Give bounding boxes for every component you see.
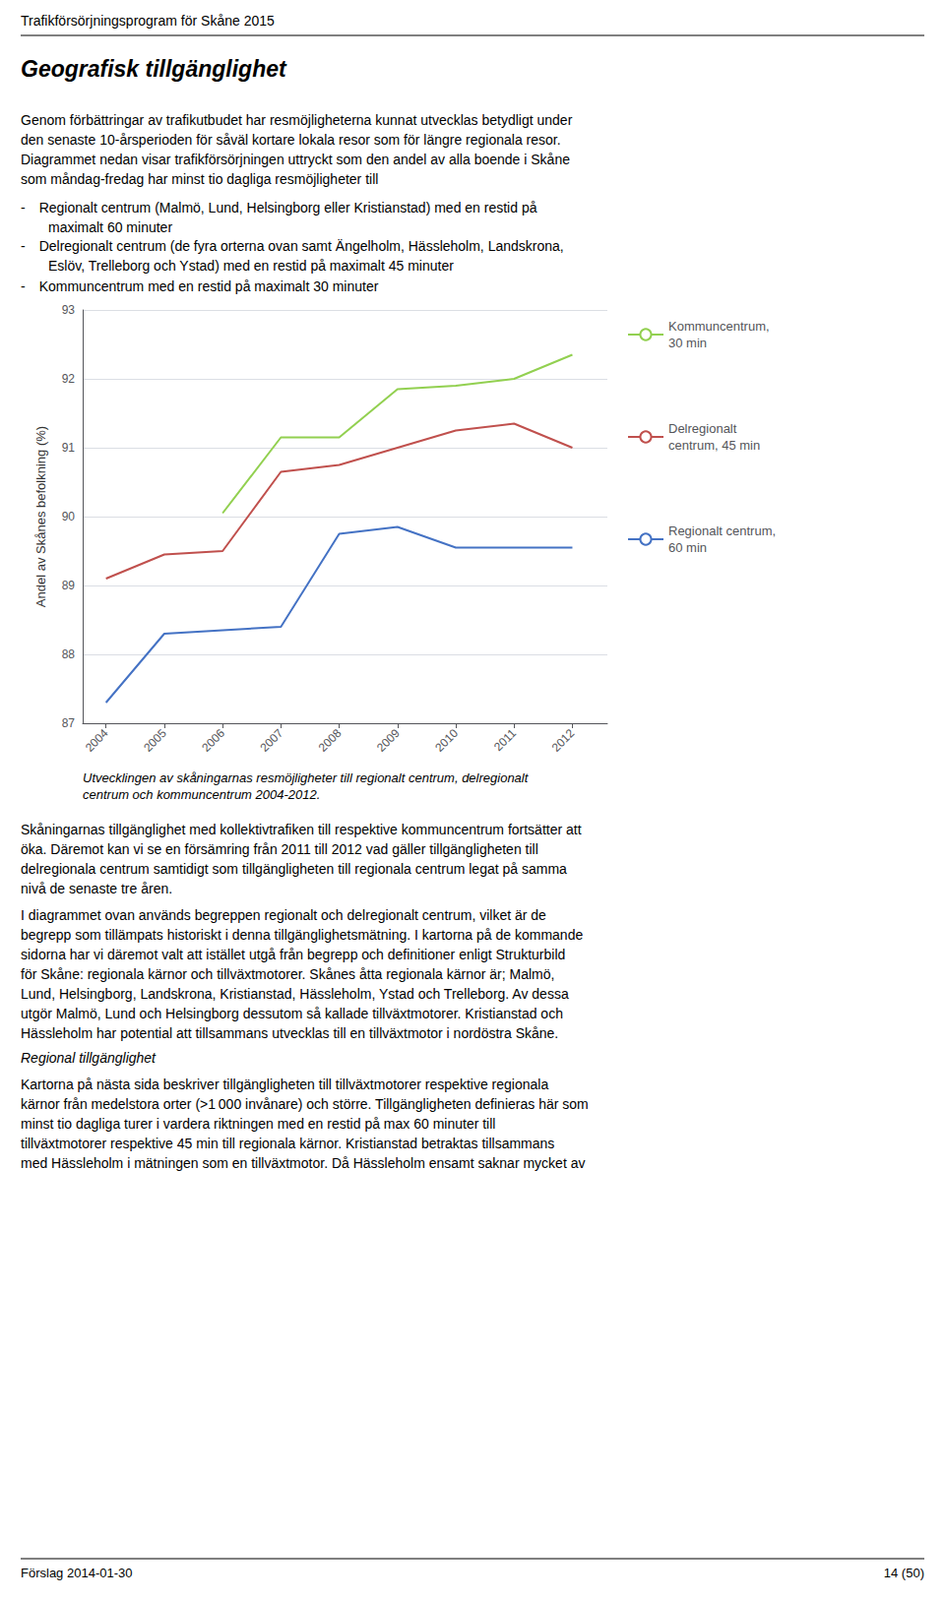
svg-text:93: 93 <box>62 303 76 317</box>
svg-text:centrum, 45 min: centrum, 45 min <box>668 438 760 453</box>
svg-text:Regional tillgänglighet: Regional tillgänglighet <box>20 1050 157 1067</box>
svg-text:Geografisk tillgänglighet: Geografisk tillgänglighet <box>20 56 288 82</box>
svg-text:Utvecklingen av skåningarnas r: Utvecklingen av skåningarnas resmöjlighe… <box>82 770 530 786</box>
svg-text:- Regionalt centrum (Malmö, Lu: - Regionalt centrum (Malmö, Lund, Helsin… <box>20 199 538 216</box>
svg-text:2005: 2005 <box>140 726 170 756</box>
svg-text:- Delregionalt centrum (de fyr: - Delregionalt centrum (de fyra orterna … <box>20 238 565 254</box>
svg-text:tillväxtmotorer respektive 45: tillväxtmotorer respektive 45 min till r… <box>20 1135 555 1152</box>
svg-text:med Hässleholm i mätningen som: med Hässleholm i mätningen som en tillvä… <box>20 1155 585 1172</box>
svg-text:Eslöv, Trelleborg och Ystad) m: Eslöv, Trelleborg och Ystad) med en rest… <box>20 257 454 274</box>
svg-text:för Skåne: regionala kärnor oc: för Skåne: regionala kärnor och tillväxt… <box>20 966 555 983</box>
svg-text:sidorna har vi däremot valt at: sidorna har vi däremot valt att istället… <box>20 946 566 963</box>
svg-text:begrepp som tillämpats histori: begrepp som tillämpats historiskt i denn… <box>20 927 583 944</box>
svg-text:Trafikförsörjningsprogram för: Trafikförsörjningsprogram för Skåne 2015 <box>20 12 275 29</box>
svg-text:den senaste 10-årsperioden för: den senaste 10-årsperioden för såväl kor… <box>20 131 562 148</box>
svg-text:utgör Malmö, Lund och Helsingb: utgör Malmö, Lund och Helsingborg dessut… <box>20 1006 564 1022</box>
svg-text:2009: 2009 <box>374 726 403 756</box>
svg-text:2010: 2010 <box>432 726 461 756</box>
svg-text:Kommuncentrum,: Kommuncentrum, <box>668 318 770 334</box>
svg-text:kärnor från medelstora orter (: kärnor från medelstora orter (>1 000 inv… <box>20 1096 589 1113</box>
svg-text:minst tio dagliga turer i vard: minst tio dagliga turer i vardera riktni… <box>20 1116 496 1133</box>
svg-text:90: 90 <box>62 509 76 524</box>
svg-text:öka. Däremot kan vi se en förs: öka. Däremot kan vi se en försämring frå… <box>20 841 539 858</box>
svg-text:delregionala centrum samtidigt: delregionala centrum samtidigt som tillg… <box>20 861 567 878</box>
svg-text:maximalt 60 minuter: maximalt 60 minuter <box>20 219 173 236</box>
svg-text:88: 88 <box>62 647 76 662</box>
svg-text:som måndag-fredag har minst ti: som måndag-fredag har minst tio dagliga … <box>20 171 378 188</box>
svg-text:Andel av Skånes befolkning (%): Andel av Skånes befolkning (%) <box>33 426 49 608</box>
svg-text:Lund, Helsingborg, Landskrona,: Lund, Helsingborg, Landskrona, Kristians… <box>20 986 569 1003</box>
svg-text:nivå de senaste tre åren.: nivå de senaste tre åren. <box>20 881 173 897</box>
svg-text:centrum och kommuncentrum 2004: centrum och kommuncentrum 2004-2012. <box>82 787 320 803</box>
svg-text:Skåningarnas tillgänglighet me: Skåningarnas tillgänglighet med kollekti… <box>20 821 582 838</box>
svg-text:30 min: 30 min <box>668 335 707 351</box>
svg-text:I diagrammet ovan används begr: I diagrammet ovan används begreppen regi… <box>20 907 547 924</box>
svg-text:2011: 2011 <box>491 726 519 755</box>
svg-text:2012: 2012 <box>549 726 578 756</box>
svg-text:2004: 2004 <box>82 726 112 756</box>
svg-text:89: 89 <box>62 578 76 593</box>
svg-text:14 (50): 14 (50) <box>883 1566 925 1581</box>
svg-text:Regionalt centrum,: Regionalt centrum, <box>668 523 776 539</box>
svg-text:Delregionalt: Delregionalt <box>668 421 738 437</box>
svg-text:87: 87 <box>62 716 76 731</box>
svg-text:92: 92 <box>62 372 76 386</box>
svg-text:Genom förbättringar av trafiku: Genom förbättringar av trafikutbudet har… <box>20 112 573 128</box>
svg-text:2007: 2007 <box>257 726 287 756</box>
svg-text:- Kommuncentrum med en restid: - Kommuncentrum med en restid på maximal… <box>20 278 379 295</box>
svg-text:Hässleholm har potential att t: Hässleholm har potential att tillsammans… <box>20 1025 559 1042</box>
svg-text:Diagrammet nedan visar trafikf: Diagrammet nedan visar trafikförsörjning… <box>20 151 570 168</box>
svg-text:Kartorna på nästa sida beskriv: Kartorna på nästa sida beskriver tillgän… <box>20 1076 549 1093</box>
svg-text:Förslag 2014-01-30: Förslag 2014-01-30 <box>20 1566 132 1581</box>
svg-text:91: 91 <box>62 441 76 455</box>
svg-text:2006: 2006 <box>198 726 228 756</box>
svg-text:2008: 2008 <box>315 726 345 756</box>
svg-text:60 min: 60 min <box>668 540 707 556</box>
